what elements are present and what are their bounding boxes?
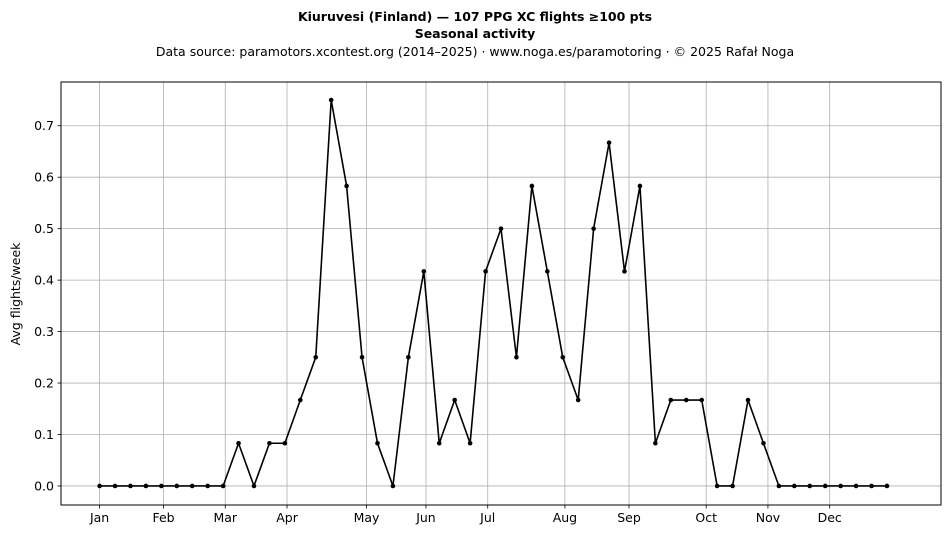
y-axis-ticks: 0.0 0.1 0.2 0.3 0.4 0.5 0.6 0.7 [34, 118, 61, 493]
x-tick-label: Sep [617, 510, 641, 525]
data-point [375, 440, 380, 446]
data-point [776, 483, 782, 489]
data-point [822, 483, 828, 489]
data-point [128, 483, 133, 489]
data-point [390, 483, 396, 489]
data-point [668, 397, 674, 403]
x-tick-label: Mar [213, 510, 237, 525]
data-point [838, 483, 843, 489]
data-point [591, 226, 596, 231]
data-point [653, 440, 658, 446]
data-point [761, 440, 766, 446]
chart-subtitle: Data source: paramotors.xcontest.org (20… [156, 44, 794, 59]
data-point [143, 483, 149, 489]
data-point [236, 440, 241, 446]
data-point [282, 440, 288, 446]
data-point [529, 183, 535, 189]
series-layer [97, 97, 890, 489]
y-tick-label: 0.4 [34, 273, 54, 288]
grid [61, 82, 941, 505]
data-point [406, 355, 411, 360]
data-point [267, 440, 272, 446]
x-tick-label: Jun [415, 510, 436, 525]
y-tick-label: 0.0 [34, 478, 54, 493]
data-point [313, 355, 319, 360]
x-tick-label: Aug [553, 510, 577, 525]
data-point [436, 440, 442, 446]
data-point [622, 269, 627, 274]
data-point [545, 269, 550, 274]
data-point [467, 440, 473, 446]
data-point [483, 269, 488, 274]
data-point [853, 483, 859, 489]
data-point [189, 483, 195, 489]
x-tick-label: Oct [695, 510, 717, 525]
data-point [869, 483, 874, 489]
data-point [884, 483, 890, 489]
data-point [328, 97, 334, 103]
data-point [575, 397, 581, 403]
y-axis-label: Avg flights/week [8, 242, 23, 346]
y-tick-label: 0.6 [34, 170, 54, 185]
y-tick-label: 0.3 [34, 324, 54, 339]
data-point [359, 355, 365, 360]
data-point [745, 397, 751, 403]
data-point [792, 483, 797, 489]
data-point [699, 397, 705, 403]
series-line [99, 99, 887, 487]
y-tick-label: 0.7 [34, 118, 54, 133]
data-point [220, 483, 226, 489]
data-point [205, 483, 210, 489]
data-point [730, 483, 735, 489]
data-point [97, 483, 102, 489]
data-point [498, 226, 504, 231]
plot-area-frame [60, 81, 942, 506]
data-point [174, 483, 180, 489]
x-axis-ticks: Jan Feb Mar Apr May Jun Jul Aug Sep Oct Nov Dec [89, 505, 842, 525]
x-tick-label: Jan [89, 510, 109, 525]
chart-title-line2: Seasonal activity [415, 26, 536, 41]
y-tick-label: 0.5 [34, 221, 54, 236]
data-point [560, 355, 566, 360]
data-point [606, 140, 612, 146]
x-tick-label: Dec [818, 510, 842, 525]
data-point [297, 397, 303, 403]
data-point [807, 483, 813, 489]
y-tick-label: 0.1 [34, 427, 54, 442]
data-point [514, 355, 519, 360]
data-point [344, 183, 349, 189]
x-tick-label: Apr [276, 510, 298, 525]
data-point [683, 397, 689, 403]
x-tick-label: May [354, 510, 380, 525]
data-point [714, 483, 720, 489]
data-point [112, 483, 118, 489]
data-point [251, 483, 257, 489]
x-tick-label: Nov [756, 510, 781, 525]
data-point [452, 397, 457, 403]
y-tick-label: 0.2 [34, 376, 54, 391]
data-point [159, 483, 164, 489]
x-tick-label: Jul [479, 510, 495, 525]
x-tick-label: Feb [152, 510, 174, 525]
data-point [637, 183, 643, 189]
data-point [421, 269, 427, 274]
chart-title: Kiuruvesi (Finland) — 107 PPG XC flights… [298, 9, 652, 24]
